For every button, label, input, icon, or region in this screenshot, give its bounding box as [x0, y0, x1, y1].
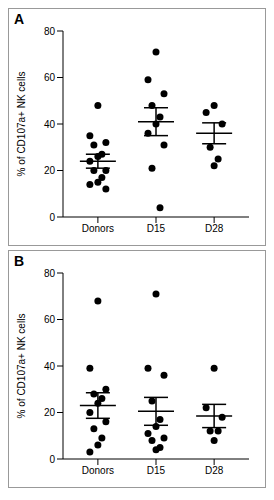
svg-text:D28: D28 — [205, 223, 224, 234]
svg-text:20: 20 — [44, 165, 56, 176]
svg-text:60: 60 — [44, 72, 56, 83]
html-text:B: B — [14, 253, 25, 269]
svg-text:Donors: Donors — [82, 223, 114, 234]
svg-text:% of CD107a+ NK cells: % of CD107a+ NK cells — [16, 72, 27, 177]
svg-text:20: 20 — [44, 407, 56, 418]
html-text:A: A — [14, 11, 25, 27]
svg-text:Donors: Donors — [82, 465, 114, 476]
svg-text:40: 40 — [44, 119, 56, 130]
svg-text:D15: D15 — [147, 465, 166, 476]
svg-text:D28: D28 — [205, 465, 224, 476]
svg-text:80: 80 — [44, 26, 56, 37]
svg-text:40: 40 — [44, 361, 56, 372]
svg-text:80: 80 — [44, 268, 56, 279]
svg-text:D15: D15 — [147, 223, 166, 234]
svg-text:0: 0 — [49, 212, 55, 223]
svg-text:0: 0 — [49, 454, 55, 465]
svg-text:60: 60 — [44, 314, 56, 325]
svg-text:% of CD107a+ NK cells: % of CD107a+ NK cells — [16, 314, 27, 419]
